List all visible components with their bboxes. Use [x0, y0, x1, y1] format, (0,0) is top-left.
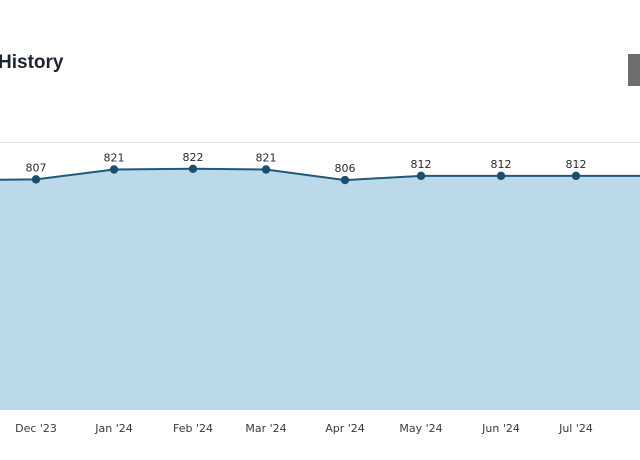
chart-title: History: [0, 52, 64, 73]
data-point: [261, 165, 271, 174]
series-line: [0, 167, 640, 182]
data-label: 812: [491, 158, 512, 171]
series-area: [0, 168, 640, 410]
data-label: 821: [104, 152, 125, 165]
data-label: 812: [411, 158, 432, 171]
data-point: [571, 171, 581, 181]
x-tick-label: Jun '24: [481, 422, 520, 435]
data-label: 807: [26, 161, 47, 174]
x-tick-label: Apr '24: [325, 422, 365, 435]
data-point: [109, 165, 119, 174]
menu-button[interactable]: [628, 54, 640, 86]
data-label: 806: [335, 162, 356, 175]
data-label: 812: [566, 158, 587, 171]
data-label: 822: [183, 151, 204, 164]
x-tick-label: Jan '24: [94, 422, 132, 435]
data-point: [496, 171, 506, 181]
x-tick-label: Dec '23: [15, 422, 57, 435]
data-point: [416, 171, 426, 181]
x-tick-label: Jul '24: [558, 422, 593, 435]
data-label: 821: [256, 152, 277, 165]
data-point: [188, 164, 198, 173]
x-tick-label: May '24: [399, 422, 442, 435]
x-tick-label: Mar '24: [245, 422, 286, 435]
data-point: [340, 175, 350, 185]
data-point: [31, 175, 41, 184]
x-tick-label: Feb '24: [173, 422, 213, 435]
plot-top-border: [0, 142, 640, 143]
